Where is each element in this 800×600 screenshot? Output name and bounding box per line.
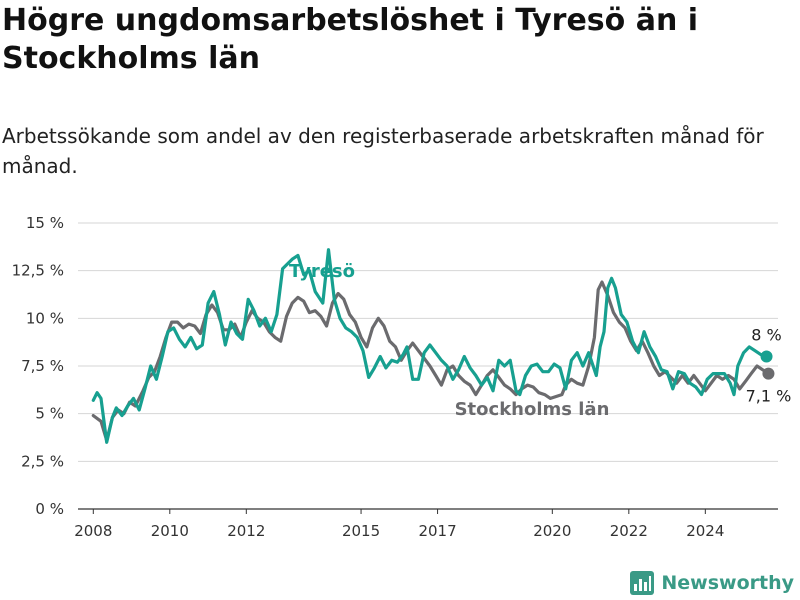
y-tick-label: 7,5 %	[21, 357, 64, 375]
y-tick-label: 0 %	[35, 500, 64, 518]
gridlines	[78, 222, 778, 510]
series-line	[91, 248, 769, 444]
x-tick-label: 2015	[342, 522, 380, 540]
series-end-point	[760, 350, 773, 363]
chart-subtitle: Arbetssökande som andel av den registerb…	[2, 124, 764, 178]
x-tick-label: 2024	[686, 522, 724, 540]
series-line	[91, 280, 770, 442]
chart-title: Högre ungdomsarbetslöshet i Tyresö än i …	[2, 3, 699, 76]
y-tick-label: 15 %	[26, 214, 64, 232]
y-tick-label: 10 %	[26, 309, 64, 327]
x-tick-label: 2017	[418, 522, 456, 540]
series-lines	[91, 248, 775, 444]
brand-name: Newsworthy	[661, 572, 794, 594]
x-tick-label: 2020	[533, 522, 571, 540]
x-tick-label: 2022	[610, 522, 648, 540]
series-name-label: Tyresö	[289, 261, 355, 282]
y-tick-label: 12,5 %	[12, 262, 64, 280]
y-tick-label: 5 %	[35, 405, 64, 423]
y-axis-ticks: 0 % 2,5 % 5 % 7,5 % 10 % 12,5 % 15 %	[12, 214, 64, 518]
line-chart: 0 %2,5 %5 %7,5 %10 %12,5 %15 % 2008 2010 2…	[12, 214, 792, 540]
series-labels: 7,1 % 8 % Stockholms län Tyresö	[289, 261, 791, 420]
x-axis-ticks: 2008 2010 2012 2015 2017 2020 2022 2024	[74, 509, 724, 540]
x-tick-label: 2008	[74, 522, 112, 540]
bar-chart-logo-icon	[630, 571, 655, 595]
end-value-label: 7,1 %	[746, 387, 792, 406]
newsworthy-logo: Newsworthy	[629, 570, 794, 596]
series-name-label: Stockholms län	[455, 399, 610, 420]
x-tick-label: 2012	[227, 522, 265, 540]
y-tick-label: 2,5 %	[21, 452, 64, 470]
end-value-label: 8 %	[751, 325, 781, 344]
x-tick-label: 2010	[151, 522, 189, 540]
series-end-point	[762, 367, 775, 380]
